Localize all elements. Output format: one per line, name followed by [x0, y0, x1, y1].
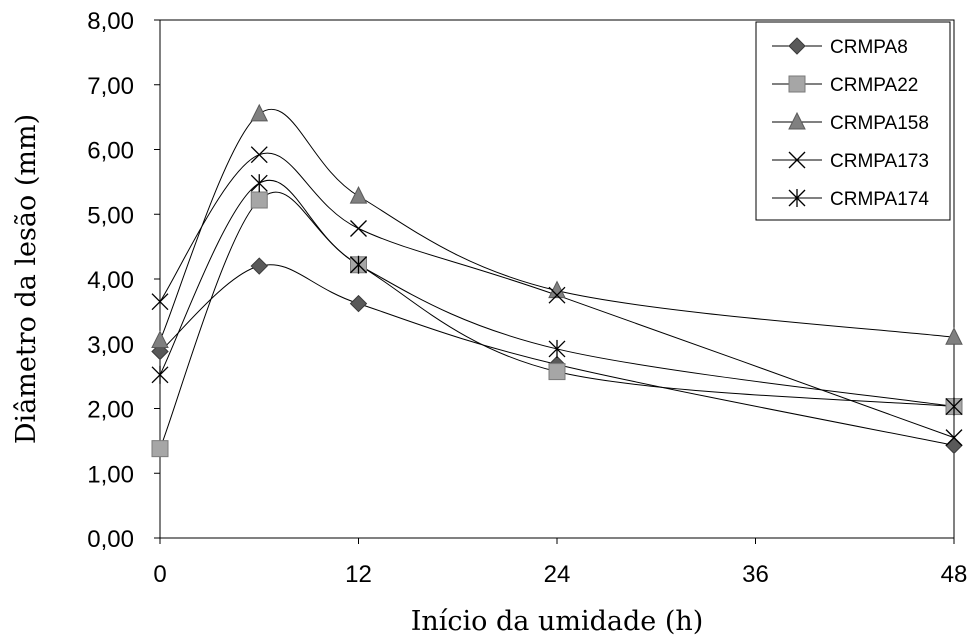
data-point-crmpa174-1	[250, 174, 268, 193]
data-point-crmpa158-0	[151, 330, 169, 349]
y-tick-label: 8,00	[87, 8, 134, 35]
series-line-crmpa174	[159, 179, 955, 408]
x-axis-title: Início da umidade (h)	[411, 606, 704, 637]
legend-marker-crmpa174	[788, 189, 806, 207]
x-tick-label: 0	[153, 561, 166, 588]
legend: CRMPA8 CRMPA22 CRMPA158 CRMPA173 CRMPA174	[755, 21, 951, 221]
series-line-crmpa173	[159, 152, 955, 439]
series-line-crmpa158	[159, 108, 955, 341]
y-tick-label: 2,00	[87, 397, 134, 424]
y-axis: 0,00 1,00 2,00 3,00 4,00 5,00 6,00 7,00 8,00	[87, 8, 160, 553]
y-tick-label: 4,00	[87, 267, 134, 294]
legend-marker-crmpa8	[788, 37, 806, 55]
legend-item-crmpa174: CRMPA174	[772, 189, 929, 210]
y-tick-label: 7,00	[87, 73, 134, 100]
legend-marker-crmpa173	[788, 151, 806, 169]
legend-label: CRMPA173	[830, 151, 929, 172]
data-point-crmpa173-1	[250, 146, 268, 164]
legend-label: CRMPA8	[830, 37, 908, 58]
data-point-crmpa173-0	[151, 293, 169, 311]
data-point-crmpa173-4	[945, 429, 963, 447]
series-line-crmpa8	[159, 264, 955, 446]
data-point-crmpa158-3	[548, 280, 566, 299]
x-axis: 0 12 24 36 48	[153, 538, 967, 588]
x-tick-label: 24	[544, 561, 571, 588]
data-point-crmpa173-2	[350, 220, 367, 237]
data-point-crmpa8-1	[250, 257, 268, 275]
legend-label: CRMPA158	[830, 113, 929, 134]
y-tick-label: 6,00	[87, 138, 134, 165]
legend-marker-crmpa158	[788, 111, 806, 130]
data-point-crmpa22-1	[250, 191, 268, 209]
legend-item-crmpa158: CRMPA158	[772, 111, 929, 134]
series-markers	[151, 103, 963, 458]
data-point-crmpa174-0	[151, 365, 169, 384]
data-point-crmpa158-2	[349, 186, 368, 204]
x-tick-label: 12	[345, 561, 372, 588]
data-point-crmpa174-4	[945, 397, 963, 416]
legend-label: CRMPA22	[830, 75, 918, 96]
legend-item-crmpa8: CRMPA8	[772, 37, 908, 58]
data-point-crmpa22-0	[151, 440, 169, 458]
legend-marker-crmpa22	[788, 75, 806, 93]
data-point-crmpa174-2	[350, 255, 367, 274]
y-tick-label: 0,00	[87, 526, 134, 553]
data-point-crmpa8-4	[945, 436, 963, 455]
series-lines	[159, 108, 955, 449]
data-point-crmpa174-3	[548, 339, 566, 358]
data-point-crmpa173-3	[548, 286, 566, 304]
data-point-crmpa22-3	[548, 363, 566, 381]
x-tick-label: 36	[742, 561, 769, 588]
data-point-crmpa158-4	[945, 327, 963, 345]
data-point-crmpa158-1	[250, 103, 269, 122]
y-tick-label: 5,00	[87, 202, 134, 229]
x-tick-label: 48	[941, 561, 968, 588]
legend-box	[755, 21, 951, 221]
y-axis-title: Diâmetro da lesão (mm)	[11, 114, 42, 444]
legend-item-crmpa173: CRMPA173	[772, 151, 929, 172]
y-tick-label: 3,00	[87, 332, 134, 359]
data-point-crmpa8-2	[349, 294, 368, 313]
y-tick-label: 1,00	[87, 461, 134, 488]
legend-label: CRMPA174	[830, 189, 929, 210]
series-line-crmpa22	[159, 191, 955, 449]
legend-item-crmpa22: CRMPA22	[772, 75, 918, 96]
